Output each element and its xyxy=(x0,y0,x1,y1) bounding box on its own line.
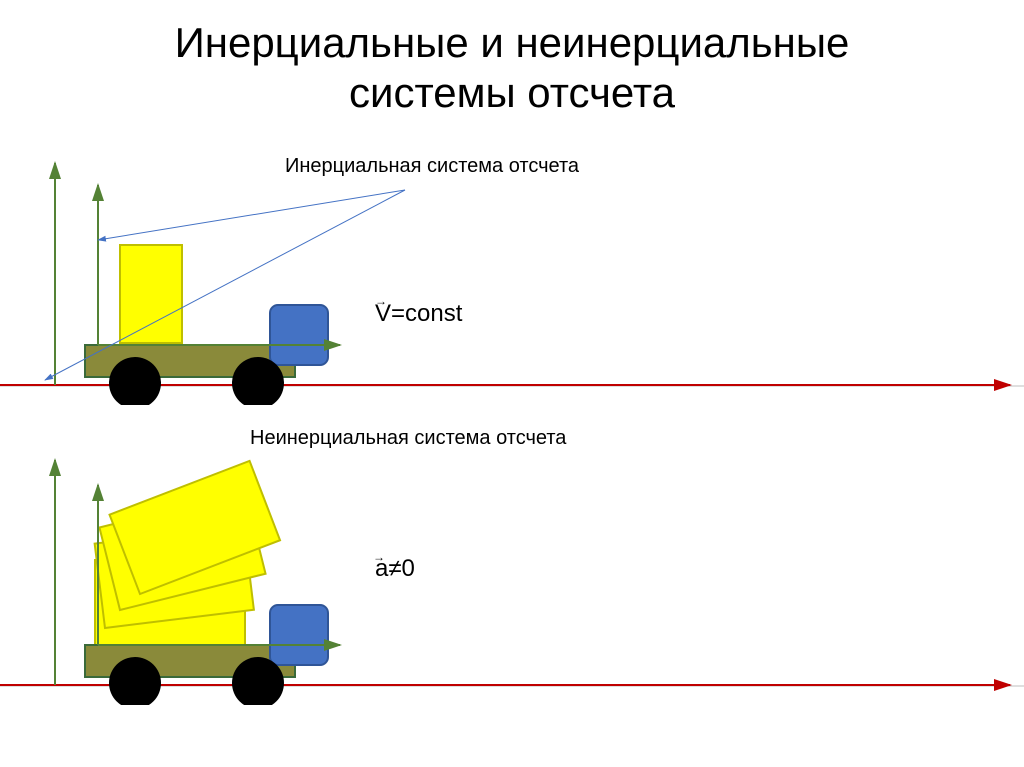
inertial-diagram: Инерциальная система отсчета → V=const xyxy=(0,155,1024,405)
noninertial-scene xyxy=(0,425,1024,705)
title-line-2: системы отсчета xyxy=(349,69,675,116)
main-title: Инерциальные и неинерциальные системы от… xyxy=(0,0,1024,119)
noninertial-diagram: Неинерциальная система отсчета → a≠0 xyxy=(0,425,1024,705)
inertial-scene xyxy=(0,155,1024,405)
title-line-1: Инерциальные и неинерциальные xyxy=(175,19,850,66)
